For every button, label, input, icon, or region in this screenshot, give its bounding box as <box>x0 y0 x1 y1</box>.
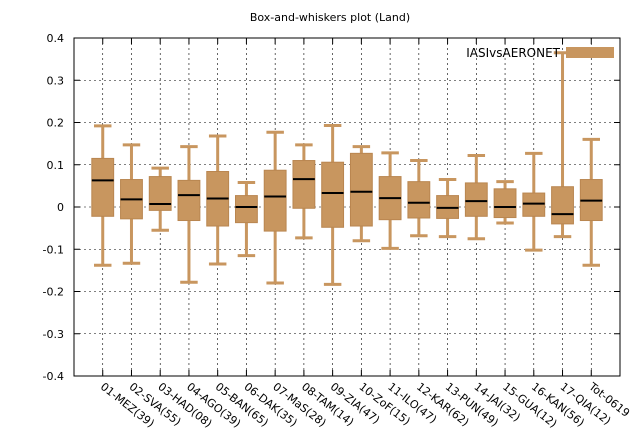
y-tick-label: -0.3 <box>43 328 64 341</box>
box <box>235 195 258 224</box>
box-group <box>177 145 201 284</box>
box-group <box>349 145 373 243</box>
y-tick-label: -0.2 <box>43 286 64 299</box>
box-group <box>148 166 172 232</box>
y-tick-label: -0.1 <box>43 243 64 256</box>
box-group <box>407 159 431 238</box>
box-group <box>551 51 574 239</box>
box <box>349 152 373 227</box>
y-tick-label: 0.2 <box>47 117 65 130</box>
box <box>407 181 431 219</box>
box <box>148 176 172 211</box>
y-tick-label: -0.4 <box>43 370 64 383</box>
y-tick-label: 0 <box>57 201 64 214</box>
box-group <box>321 123 345 286</box>
box-group <box>378 151 402 250</box>
box <box>321 161 345 228</box>
y-tick-label: 0.3 <box>47 74 65 87</box>
box <box>263 169 287 232</box>
box <box>551 186 574 225</box>
box <box>464 182 488 217</box>
box <box>91 157 115 217</box>
box-group <box>235 180 258 258</box>
box-group <box>206 134 230 266</box>
box-group <box>91 124 115 267</box>
box-group <box>579 137 603 267</box>
box <box>177 179 201 222</box>
boxes <box>91 51 603 286</box>
box <box>522 192 546 217</box>
y-tick-label: 0.4 <box>47 32 65 45</box>
box-group <box>522 151 546 252</box>
box-group <box>292 143 316 240</box>
y-axis: -0.4 -0.3 -0.2 -0.1 0 0.1 0.2 0.3 0.4 <box>43 32 620 383</box>
box <box>493 188 517 219</box>
legend: IASIvsAERONET <box>466 46 614 60</box>
chart-title: Box-and-whiskers plot (Land) <box>250 11 410 24</box>
legend-swatch <box>566 47 614 58</box>
legend-label: IASIvsAERONET <box>466 46 560 60</box>
box <box>292 160 316 209</box>
x-axis: 01-MEZ(39)02-SVA(55)03-HAD(08)04-AGO(39)… <box>98 38 632 428</box>
grid <box>74 38 620 376</box>
y-tick-label: 0.1 <box>47 159 65 172</box>
box-group <box>464 153 488 241</box>
box-group <box>263 130 287 285</box>
box-group <box>436 178 459 239</box>
box-group <box>493 180 517 225</box>
box-group <box>120 143 143 265</box>
